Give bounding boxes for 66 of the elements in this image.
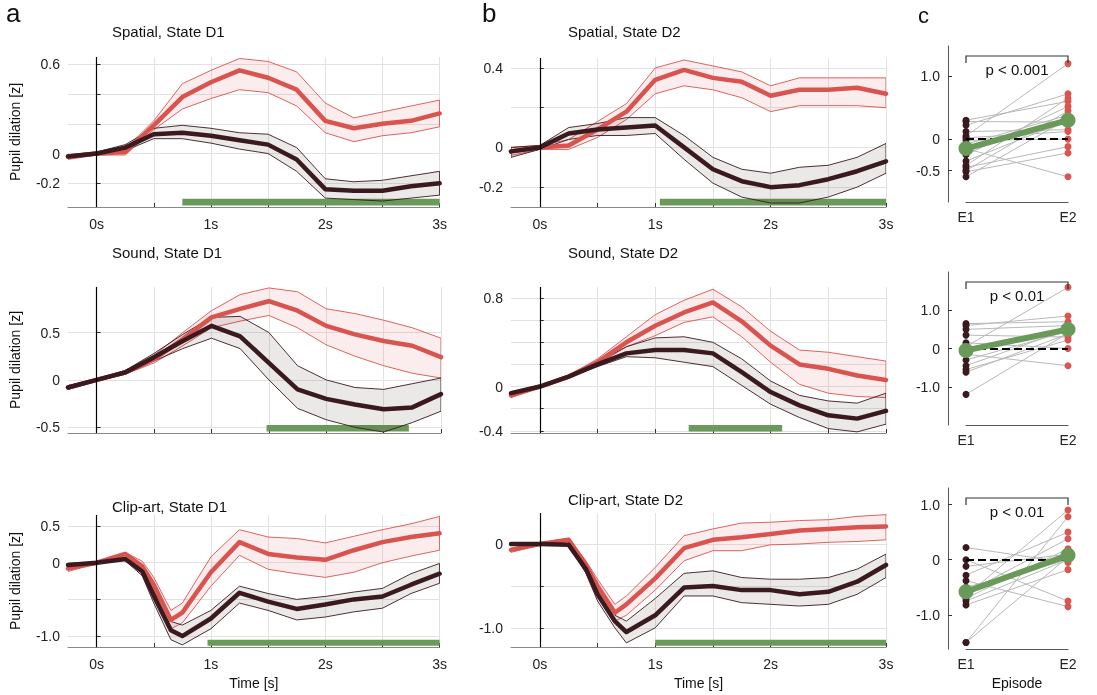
- y-tick-label: -1.0: [915, 606, 941, 623]
- x-tick-label: 2s: [317, 656, 333, 673]
- y-tick-label: -0.5: [915, 162, 941, 179]
- y-tick-label: 0.8: [483, 290, 504, 307]
- x-tick-label: 0s: [532, 216, 548, 232]
- x-tick-label: E2: [1059, 656, 1077, 673]
- y-tick-label: 1.0: [920, 302, 941, 319]
- x-tick-label: 3s: [432, 216, 448, 232]
- chart-title: Clip-art, State D1: [112, 498, 228, 515]
- x-axis-title: Time [s]: [229, 675, 279, 691]
- x-tick-label: 0s: [89, 216, 104, 232]
- x-tick-label: 3s: [432, 656, 448, 673]
- x-tick-label: E2: [1059, 432, 1077, 448]
- annotation: p < 0.01: [989, 503, 1045, 520]
- x-tick-label: 1s: [203, 216, 219, 232]
- x-tick-label: 1s: [647, 656, 663, 673]
- y-tick-label: -1.0: [915, 378, 941, 395]
- annotation: p < 0.001: [985, 61, 1049, 78]
- x-tick-label: 2s: [317, 216, 333, 232]
- x-tick-label: 2s: [763, 656, 779, 673]
- text: b: [482, 0, 497, 28]
- y-tick-label: 0: [52, 371, 61, 388]
- x-tick-label: 1s: [647, 216, 663, 232]
- chart-title: Spatial, State D1: [112, 23, 225, 40]
- x-axis-title: Time [s]: [673, 675, 724, 691]
- y-tick-label: 0: [495, 378, 504, 395]
- y-tick-label: -0.4: [478, 422, 504, 439]
- y-tick-label: -0.2: [478, 179, 504, 196]
- y-axis-title: Pupil dilation [z]: [7, 532, 23, 631]
- chart-title: Sound, State D1: [112, 244, 223, 261]
- y-tick-label: 0: [932, 551, 941, 568]
- y-axis-title: Pupil dilation [z]: [7, 310, 23, 410]
- y-tick-label: -0.5: [35, 419, 61, 436]
- y-tick-label: 0: [495, 139, 504, 156]
- x-tick-label: 0s: [532, 656, 548, 673]
- x-tick-label: 0s: [89, 656, 104, 673]
- y-tick-label: -0.2: [35, 175, 61, 192]
- y-tick-label: 0.5: [40, 324, 61, 341]
- y-tick-label: 0.4: [483, 59, 504, 76]
- annotation: p < 0.01: [989, 287, 1045, 304]
- y-tick-label: -1.0: [478, 619, 504, 636]
- y-tick-label: 0: [932, 340, 941, 357]
- x-tick-label: E1: [957, 209, 975, 225]
- x-tick-label: 3s: [878, 656, 894, 673]
- x-tick-label: 2s: [763, 216, 779, 232]
- x-tick-label: E2: [1059, 209, 1077, 225]
- x-tick-label: E1: [957, 432, 975, 448]
- y-tick-label: 0: [932, 131, 941, 148]
- x-tick-label: E1: [957, 656, 975, 673]
- y-tick-label: 0: [52, 145, 61, 162]
- y-tick-label: -1.0: [35, 628, 61, 645]
- y-tick-label: 0.5: [40, 518, 61, 535]
- text: a: [6, 0, 21, 28]
- x-axis-title: Episode: [991, 675, 1043, 691]
- chart-title: Clip-art, State D2: [568, 491, 684, 508]
- x-tick-label: 1s: [203, 656, 219, 673]
- y-tick-label: 0: [52, 554, 61, 571]
- chart-title: Spatial, State D2: [568, 23, 681, 40]
- y-tick-label: 0: [495, 536, 504, 553]
- y-tick-label: 0.6: [40, 56, 61, 73]
- y-axis-title: Pupil dilation [z]: [7, 82, 23, 182]
- y-tick-label: 1.0: [920, 68, 941, 85]
- text: c: [918, 2, 929, 28]
- y-tick-label: 1.0: [920, 496, 941, 513]
- x-tick-label: 3s: [878, 216, 894, 232]
- chart-title: Sound, State D2: [568, 244, 679, 261]
